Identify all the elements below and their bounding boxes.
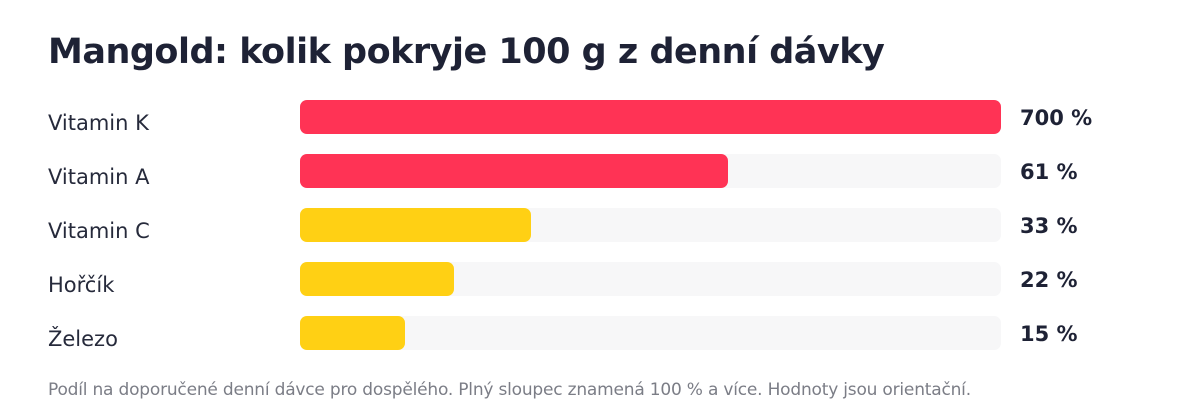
bar-row: Hořčík 22 % [0,258,1200,297]
value-label: 22 % [1020,268,1078,292]
bar-row: Železo 15 % [0,312,1200,351]
bar-track [300,100,1001,134]
bar-chart: Vitamin K 700 % Vitamin A 61 % Vitamin C 33 %… [0,96,1200,366]
bar-row: Vitamin K 700 % [0,96,1200,135]
value-label: 33 % [1020,214,1078,238]
value-label: 700 % [1020,106,1093,130]
bar [300,316,405,350]
bar [300,100,1001,134]
category-label: Železo [48,327,118,351]
value-label: 15 % [1020,322,1078,346]
chart-footnote: Podíl na doporučené denní dávce pro dosp… [48,380,971,400]
value-label: 61 % [1020,160,1078,184]
bar-row: Vitamin A 61 % [0,150,1200,189]
category-label: Vitamin C [48,219,150,243]
bar-track [300,262,1001,296]
bar [300,154,728,188]
bar [300,208,531,242]
bar-row: Vitamin C 33 % [0,204,1200,243]
bar [300,262,454,296]
chart-title: Mangold: kolik pokryje 100 g z denní dáv… [48,32,885,72]
bar-track [300,154,1001,188]
category-label: Vitamin K [48,111,149,135]
category-label: Vitamin A [48,165,150,189]
category-label: Hořčík [48,273,115,297]
bar-track [300,208,1001,242]
bar-track [300,316,1001,350]
